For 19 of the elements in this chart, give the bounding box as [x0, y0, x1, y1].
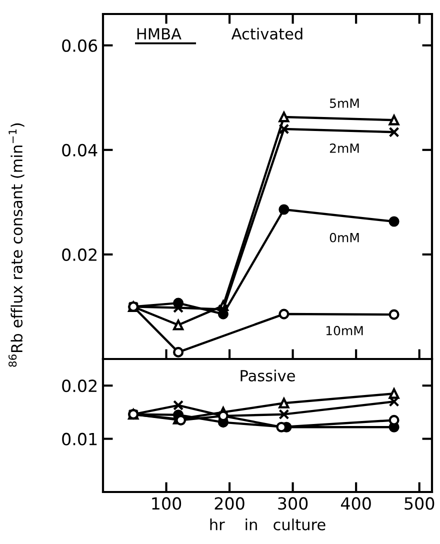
x-tick-label: 300 [278, 497, 308, 510]
x-tick-label: 500 [404, 497, 434, 510]
x-axis-title: hr in culture [210, 518, 326, 530]
annotation: HMBA [137, 28, 182, 40]
y-tick-label: 0.02 [62, 248, 96, 262]
x-tick-label: 100 [152, 497, 182, 510]
series-label: 2mM [330, 143, 359, 153]
y-tick-label: 0.04 [62, 144, 98, 156]
x-tick-label: 400 [340, 497, 371, 510]
annotation: Activated [231, 28, 302, 40]
y-tick-label: 0.02 [62, 380, 96, 392]
y-tick-label: 0.06 [62, 39, 98, 52]
y-tick-label: 0.01 [62, 432, 97, 446]
annotation: Passive [240, 370, 295, 382]
series-label: 10mM [326, 326, 363, 336]
y-axis-title: $^{86}$Rb efflux rate consant (min$^{−1}$) [8, 123, 24, 367]
series-label: 5mM [330, 98, 359, 108]
x-tick-label: 200 [214, 497, 244, 510]
series-label: 0mM [330, 232, 359, 242]
